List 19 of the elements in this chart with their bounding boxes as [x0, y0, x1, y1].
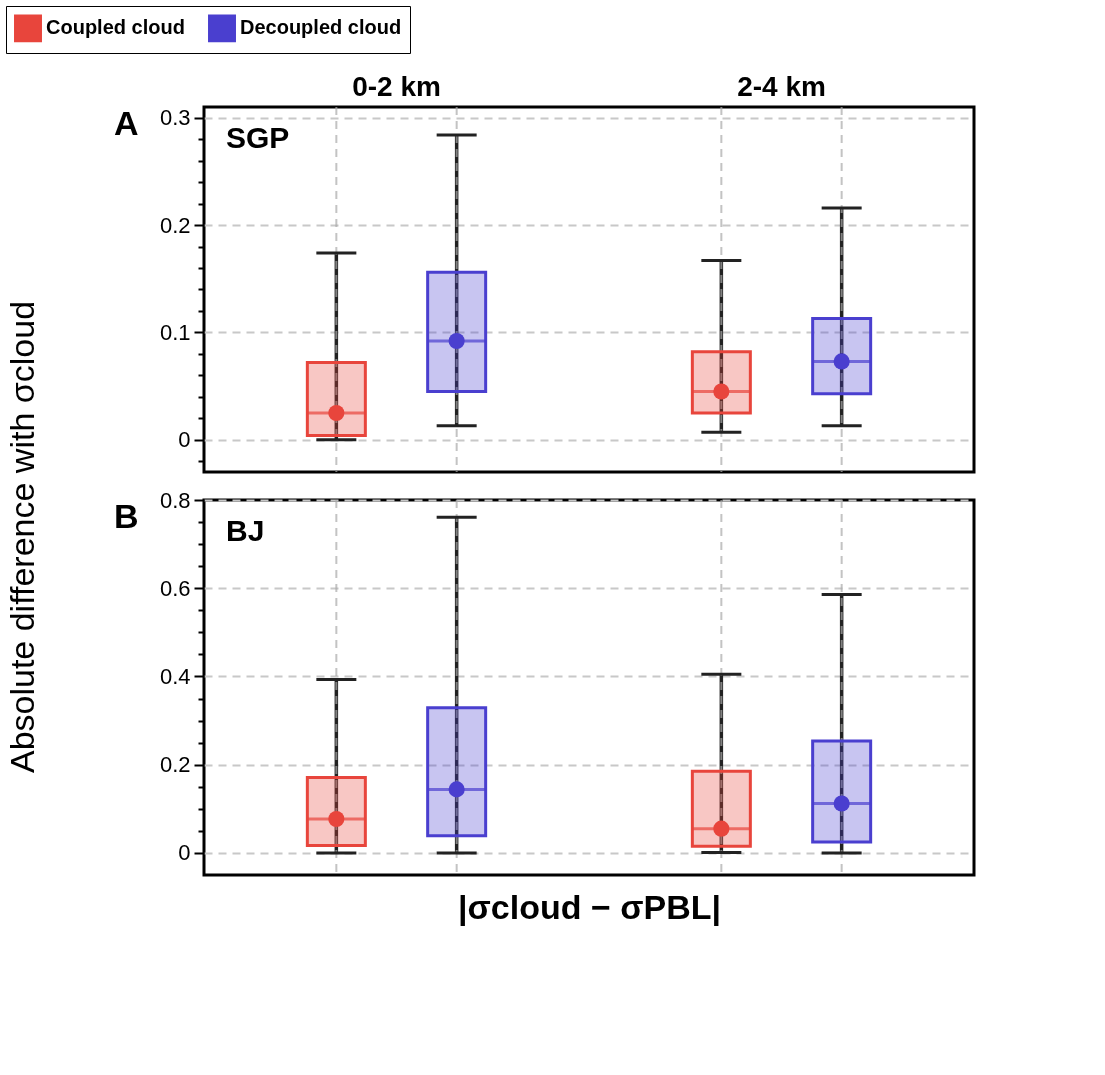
y-tick-label: 0.3 [159, 105, 191, 131]
y-axis-title: Absolute difference with σcloud [3, 300, 41, 774]
y-tick-label: 0.1 [159, 319, 191, 345]
text: B [114, 497, 139, 535]
y-tick-label: 0.8 [159, 487, 191, 513]
y-tick-label: 0 [178, 427, 191, 453]
annotation: BJ [226, 514, 265, 547]
y-tick-label: 0.4 [159, 663, 191, 689]
legend-label: Coupled cloud [46, 16, 185, 39]
y-tick-label: 0.2 [159, 212, 191, 238]
x-tick-label: 2-4 km [737, 70, 826, 102]
y-tick-label: 0.2 [159, 752, 191, 778]
legend-label: Decoupled cloud [240, 16, 402, 39]
y-tick-label: 0.6 [159, 575, 191, 601]
annotation: SGP [226, 121, 290, 154]
y-tick-label: 0 [178, 840, 191, 866]
x-axis-title: |σcloud − σPBL| [458, 887, 721, 926]
text: A [114, 104, 139, 142]
x-tick-label: 0-2 km [352, 70, 441, 102]
